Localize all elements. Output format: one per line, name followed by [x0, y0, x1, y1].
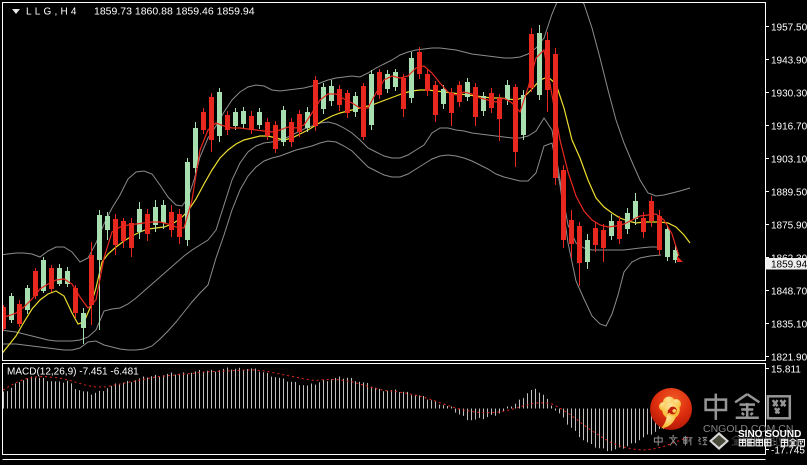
- svg-text:1957.50: 1957.50: [771, 23, 807, 34]
- svg-text:SINO SOUND: SINO SOUND: [738, 429, 801, 440]
- svg-text:1889.50: 1889.50: [771, 188, 807, 199]
- svg-text:1930.30: 1930.30: [771, 89, 807, 100]
- svg-text:1916.70: 1916.70: [771, 122, 807, 133]
- svg-text:1903.10: 1903.10: [771, 155, 807, 166]
- svg-text:LLG,H4: LLG,H4: [26, 7, 80, 18]
- svg-text:1943.90: 1943.90: [771, 56, 807, 67]
- svg-text:1875.90: 1875.90: [771, 221, 807, 232]
- svg-text:1848.70: 1848.70: [771, 287, 807, 298]
- svg-text:-17.745: -17.745: [771, 446, 805, 457]
- svg-text:MACD(12,26,9) -7.451 -6.481: MACD(12,26,9) -7.451 -6.481: [7, 367, 139, 378]
- svg-text:1821.90: 1821.90: [771, 353, 807, 364]
- svg-text:1859.94: 1859.94: [771, 260, 807, 271]
- svg-text:15.811: 15.811: [771, 365, 801, 376]
- svg-text:1835.10: 1835.10: [771, 320, 807, 331]
- svg-text:CNGOLD.COM.CN: CNGOLD.COM.CN: [703, 423, 793, 435]
- svg-text:1859.73 1860.88 1859.46 1859.9: 1859.73 1860.88 1859.46 1859.94: [94, 6, 255, 18]
